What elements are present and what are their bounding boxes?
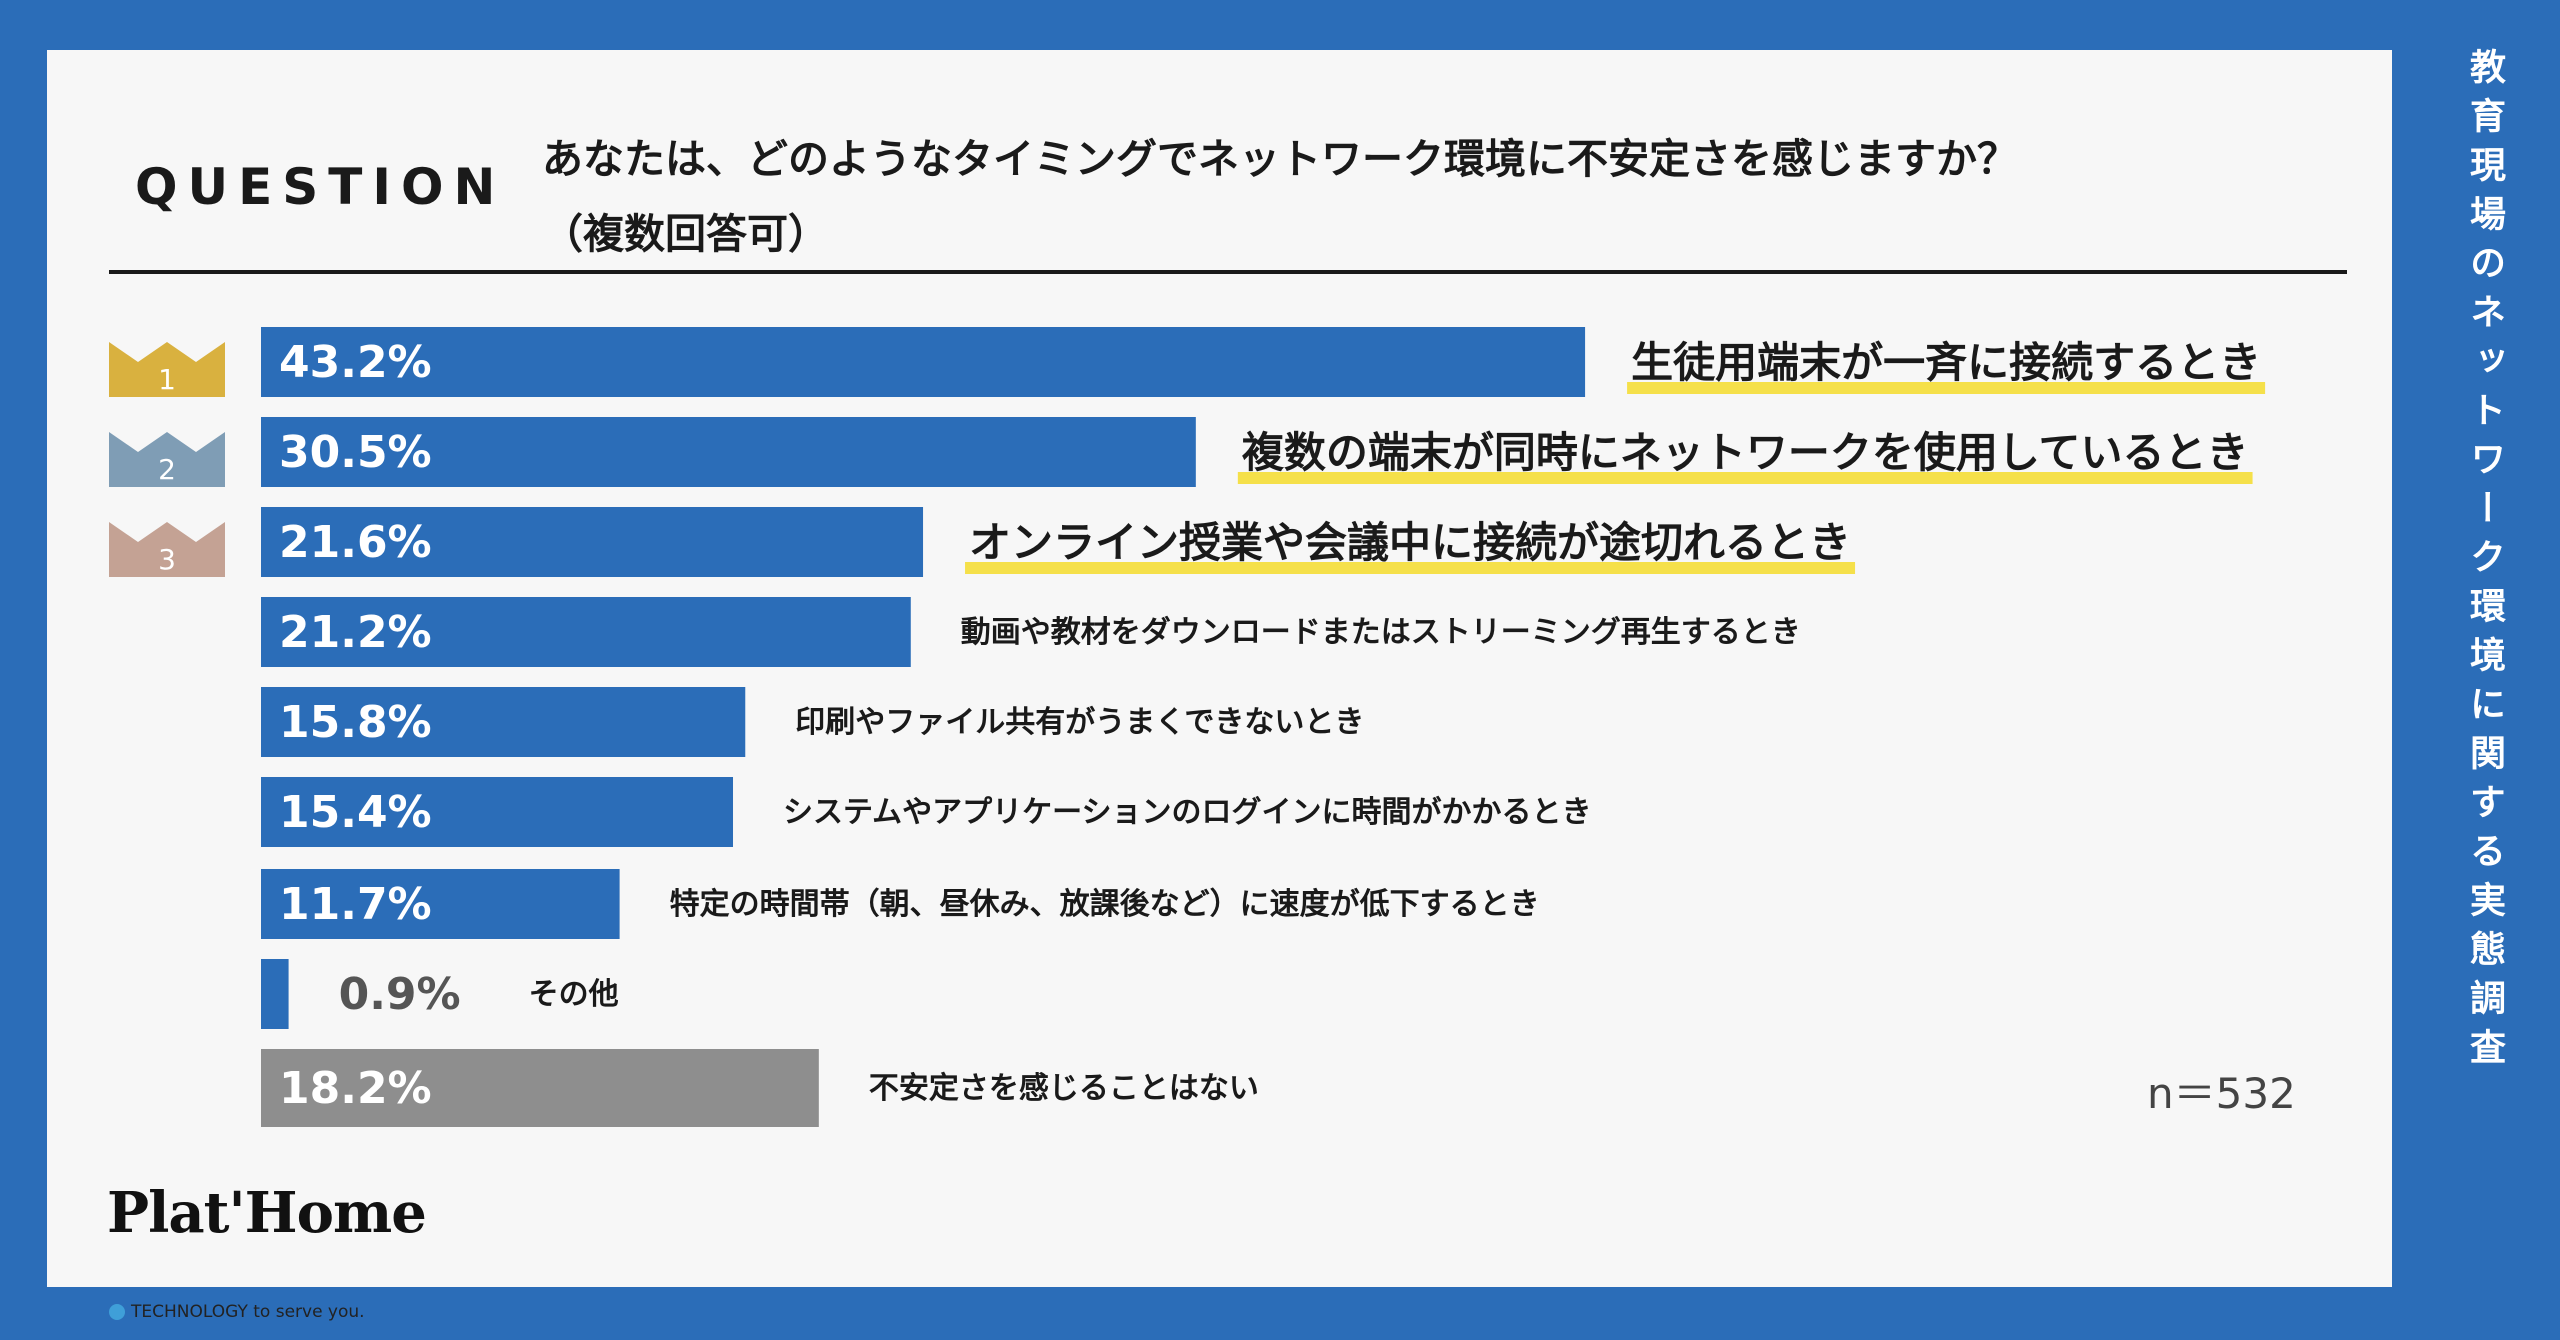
value-label: 0.9% — [339, 969, 461, 1020]
value-label: 18.2% — [279, 1063, 432, 1114]
question-text: あなたは、どのようなタイミングでネットワーク環境に不安定さを感じますか？ — [542, 135, 2018, 183]
category-label: 印刷やファイル共有がうまくできないとき — [795, 705, 1364, 740]
category-label: システムやアプリケーションのログインに時間がかかるとき — [783, 795, 1592, 830]
bar — [261, 1049, 819, 1127]
logo-tagline: TECHNOLOGY to serve you. — [131, 1302, 365, 1322]
bar-chart: 43.2% 生徒用端末が一斉に接続するとき 30.5% 複数の端末が同時にネットワーク… — [109, 327, 2266, 1127]
logo-mark-icon — [109, 1304, 125, 1320]
value-label: 11.7% — [279, 879, 432, 930]
bar — [261, 327, 1586, 397]
category-label: 特定の時間帯（朝、昼休み、放課後など）に速度が低下するとき — [670, 887, 1540, 922]
value-label: 15.4% — [279, 787, 432, 838]
category-label: その他 — [529, 977, 619, 1012]
bar — [261, 869, 620, 939]
bar — [261, 417, 1196, 487]
divider — [109, 270, 2347, 274]
category-label: 不安定さを感じることはない — [869, 1071, 1259, 1106]
category-label: 動画や教材をダウンロードまたはストリーミング再生するとき — [961, 615, 1801, 650]
sample-size: n＝532 — [2147, 1069, 2296, 1118]
value-label: 43.2% — [279, 337, 432, 388]
value-label: 21.2% — [279, 607, 432, 658]
rank-1-crown-icon — [109, 342, 225, 397]
bar — [261, 959, 289, 1029]
question-note: （複数回答可） — [542, 210, 829, 258]
rank-number: 1 — [158, 363, 176, 396]
rank-number: 2 — [158, 453, 176, 486]
side-title: 教育現場のネットワーク環境に関する実態調査 — [2464, 48, 2505, 1077]
logo: Plat'Home — [107, 1180, 427, 1246]
value-label: 15.8% — [279, 697, 432, 748]
highlight-underline — [1237, 472, 2253, 484]
bar — [261, 687, 746, 757]
logo-tagline-row: TECHNOLOGY to serve you. — [109, 1302, 365, 1322]
highlight-underline — [965, 562, 1856, 574]
category-label: オンライン授業や会議中に接続が途切れるとき — [969, 518, 1851, 567]
category-label: 生徒用端末が一斉に接続するとき — [1631, 338, 2261, 387]
category-label: 複数の端末が同時にネットワークを使用しているとき — [1242, 428, 2249, 477]
bar — [261, 507, 924, 577]
card: QUESTION あなたは、どのようなタイミングでネットワーク環境に不安定さを感… — [47, 50, 2392, 1322]
rank-number: 3 — [158, 543, 176, 576]
bar — [261, 597, 911, 667]
question-label: QUESTION — [135, 158, 506, 216]
rank-2-crown-icon — [109, 432, 225, 487]
value-label: 30.5% — [279, 427, 432, 478]
rank-3-crown-icon — [109, 522, 225, 577]
bar — [261, 777, 734, 847]
highlight-underline — [1627, 382, 2266, 394]
value-label: 21.6% — [279, 517, 432, 568]
